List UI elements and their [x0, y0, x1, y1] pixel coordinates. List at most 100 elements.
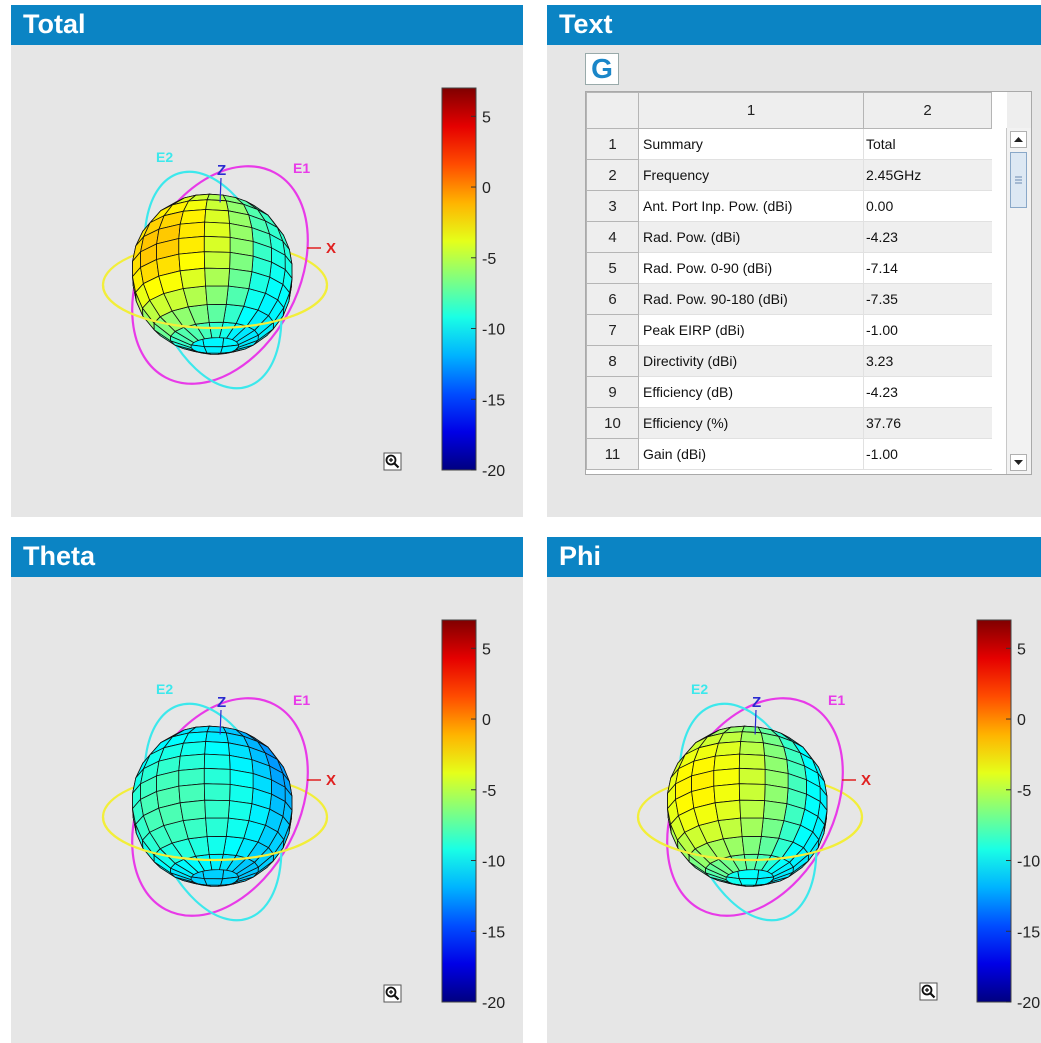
table-row[interactable]: 3 Ant. Port Inp. Pow. (dBi) 0.00	[586, 190, 992, 222]
parameter-name-cell[interactable]: Efficiency (dB)	[638, 376, 864, 408]
row-header[interactable]: 11	[586, 438, 639, 470]
scroll-thumb[interactable]	[1010, 152, 1027, 208]
row-header[interactable]: 7	[586, 314, 639, 346]
pattern-facet	[204, 799, 231, 819]
colorbar-tick-label: 0	[482, 712, 491, 729]
corner-header	[586, 92, 639, 129]
parameter-value-cell[interactable]: -1.00	[863, 314, 992, 346]
pattern-facet	[178, 221, 206, 239]
colorbar: 5 0 -5 -10 -15 -20	[441, 619, 505, 1012]
parameter-name-cell[interactable]: Efficiency (%)	[638, 407, 864, 439]
pattern-facet	[762, 800, 788, 822]
column-header-2[interactable]: 2	[863, 92, 992, 129]
table-row[interactable]: 10 Efficiency (%) 37.76	[586, 407, 992, 439]
table-row[interactable]: 1 Summary Total	[586, 128, 992, 160]
parameter-value-cell[interactable]: Total	[863, 128, 992, 160]
summary-table: 1 2 1 Summary Total 2 Frequency 2.45GHz 3 Ant. …	[585, 91, 1032, 475]
pattern-facet	[179, 741, 207, 757]
axes: Z X E1 E2	[156, 149, 336, 257]
radiation-pattern-plot[interactable]: Z X E1 E2 5 0 -5 -10 -15 -20	[547, 537, 1041, 1043]
table-row[interactable]: 6 Rad. Pow. 90-180 (dBi) -7.35	[586, 283, 992, 315]
front-ring-arcs	[101, 284, 329, 330]
parameter-name-cell[interactable]: Rad. Pow. 90-180 (dBi)	[638, 283, 864, 315]
parameter-name-cell[interactable]: Gain (dBi)	[638, 438, 864, 470]
theta-panel: Theta Z X E1 E2 5 0 -5 -10 -15 -20	[11, 537, 523, 1043]
front-ring-arcs	[636, 816, 864, 862]
radiation-pattern-plot[interactable]: Z X E1 E2 5 0 -5 -10 -15 -20	[11, 537, 523, 1043]
grid-button[interactable]: G	[585, 53, 619, 85]
parameter-value-cell[interactable]: 0.00	[863, 190, 992, 222]
row-header[interactable]: 8	[586, 345, 639, 377]
parameter-value-cell[interactable]: -7.35	[863, 283, 992, 315]
colorbar-gradient	[441, 87, 477, 471]
colorbar-tick-label: -20	[482, 995, 505, 1012]
colorbar-tick-label: -10	[482, 854, 505, 871]
pattern-facet	[740, 731, 764, 744]
pattern-facet	[713, 783, 741, 804]
pattern-facet	[204, 209, 230, 224]
row-header[interactable]: 6	[586, 283, 639, 315]
pattern-facet	[179, 209, 207, 225]
e2-label: E2	[691, 681, 708, 697]
parameter-name-cell[interactable]: Summary	[638, 128, 864, 160]
parameter-value-cell[interactable]: -4.23	[863, 376, 992, 408]
row-header[interactable]: 2	[586, 159, 639, 191]
row-header[interactable]: 1	[586, 128, 639, 160]
parameter-value-cell[interactable]: -4.23	[863, 221, 992, 253]
colorbar-tick-label: 5	[482, 109, 491, 126]
parameter-name-cell[interactable]: Directivity (dBi)	[638, 345, 864, 377]
row-header[interactable]: 3	[586, 190, 639, 222]
pattern-facet	[739, 799, 766, 819]
e2-label: E2	[156, 149, 173, 165]
table-row[interactable]: 2 Frequency 2.45GHz	[586, 159, 992, 191]
colorbar-tick-label: -5	[1017, 783, 1031, 800]
pattern-facet	[178, 767, 205, 787]
text-panel: Text G 1 2 1 Summary Total 2 Frequency 2.45GH…	[547, 5, 1041, 517]
pattern-surface	[132, 193, 293, 355]
zoom-in-icon[interactable]	[383, 452, 402, 471]
scroll-up-icon[interactable]	[1010, 131, 1027, 148]
table-row[interactable]: 8 Directivity (dBi) 3.23	[586, 345, 992, 377]
equator-front-arc	[101, 816, 329, 862]
parameter-value-cell[interactable]: 3.23	[863, 345, 992, 377]
pattern-facet	[179, 267, 207, 289]
row-header[interactable]: 4	[586, 221, 639, 253]
table-row[interactable]: 9 Efficiency (dB) -4.23	[586, 376, 992, 408]
row-header[interactable]: 10	[586, 407, 639, 439]
pattern-facet	[204, 267, 231, 287]
row-header[interactable]: 9	[586, 376, 639, 408]
table-row[interactable]: 4 Rad. Pow. (dBi) -4.23	[586, 221, 992, 253]
parameter-name-cell[interactable]: Rad. Pow. 0-90 (dBi)	[638, 252, 864, 284]
z-axis-label: Z	[752, 694, 761, 711]
parameter-name-cell[interactable]: Ant. Port Inp. Pow. (dBi)	[638, 190, 864, 222]
phi-panel: Phi Z X E1 E2 5 0 -5 -10 -15 -20	[547, 537, 1041, 1043]
parameter-value-cell[interactable]: -1.00	[863, 438, 992, 470]
zoom-in-icon[interactable]	[383, 984, 402, 1003]
pattern-facet	[741, 835, 762, 855]
table-row[interactable]: 7 Peak EIRP (dBi) -1.00	[586, 314, 992, 346]
axes: Z X E1 E2	[691, 681, 871, 789]
table-row[interactable]: 11 Gain (dBi) -1.00	[586, 438, 992, 470]
parameter-name-cell[interactable]: Peak EIRP (dBi)	[638, 314, 864, 346]
colorbar: 5 0 -5 -10 -15 -20	[441, 87, 505, 480]
parameter-name-cell[interactable]: Rad. Pow. (dBi)	[638, 221, 864, 253]
z-axis-line	[219, 177, 222, 203]
zoom-in-icon[interactable]	[919, 982, 938, 1001]
x-axis-label: X	[326, 240, 336, 257]
pattern-facet	[206, 835, 227, 855]
parameter-name-cell[interactable]: Frequency	[638, 159, 864, 191]
radiation-pattern-plot[interactable]: Z X E1 E2 5 0 -5 -10 -15 -20	[11, 5, 523, 517]
colorbar-tick-label: -5	[482, 783, 496, 800]
parameter-value-cell[interactable]: 37.76	[863, 407, 992, 439]
pattern-facet	[203, 767, 231, 785]
parameter-value-cell[interactable]: -7.14	[863, 252, 992, 284]
row-header[interactable]: 5	[586, 252, 639, 284]
table-row[interactable]: 5 Rad. Pow. 0-90 (dBi) -7.14	[586, 252, 992, 284]
scroll-down-icon[interactable]	[1010, 454, 1027, 471]
z-axis-label: Z	[217, 162, 226, 179]
column-header-1[interactable]: 1	[638, 92, 864, 129]
total-panel: Total Z X E1 E2 5 0 -5 -10 -15 -20	[11, 5, 523, 517]
parameter-value-cell[interactable]: 2.45GHz	[863, 159, 992, 191]
pattern-facet	[204, 741, 230, 756]
vertical-scrollbar[interactable]	[1006, 128, 1031, 474]
